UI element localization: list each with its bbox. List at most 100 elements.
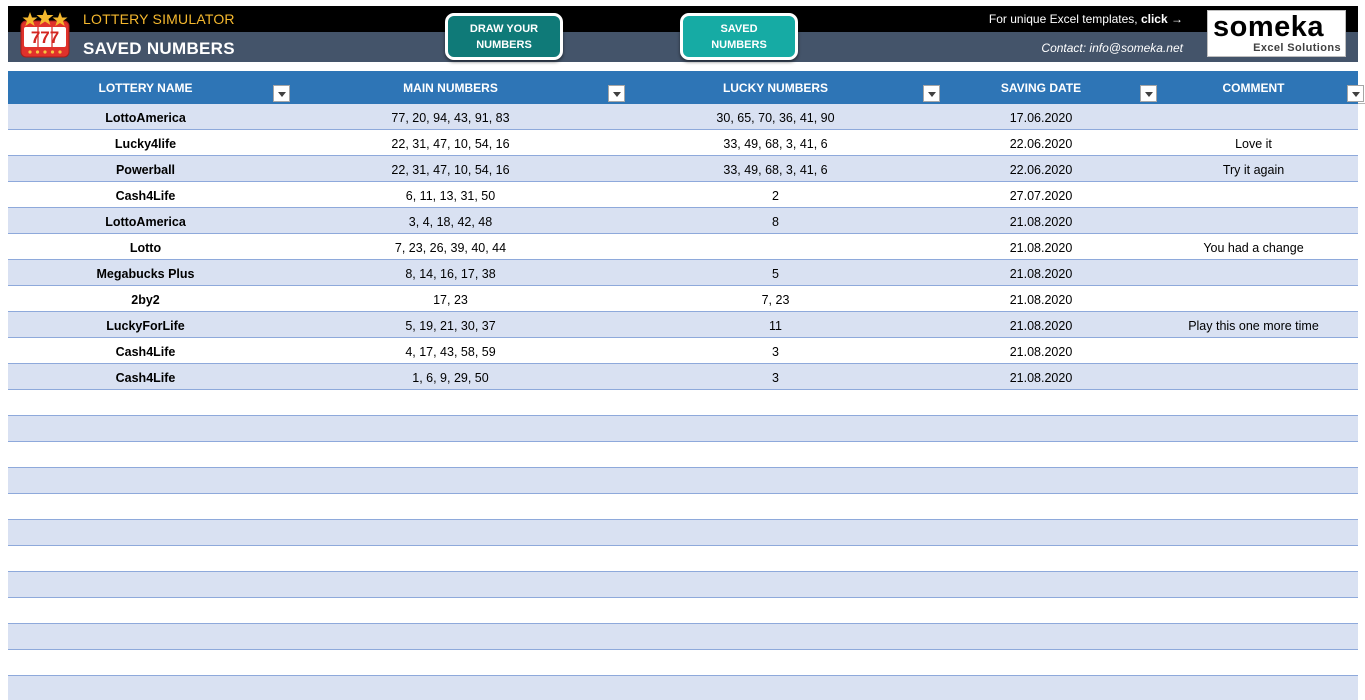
cell-saving-date[interactable] — [933, 520, 1149, 545]
cell-comment[interactable] — [1149, 208, 1358, 233]
cell-comment[interactable] — [1149, 416, 1358, 441]
cell-main-numbers[interactable] — [283, 572, 618, 597]
cell-comment[interactable] — [1149, 260, 1358, 285]
empty-table-row[interactable] — [8, 572, 1358, 598]
cell-saving-date[interactable] — [933, 494, 1149, 519]
cell-lottery-name[interactable]: Cash4Life — [115, 370, 176, 385]
cell-lottery-name[interactable]: 2by2 — [131, 292, 160, 307]
cell-comment[interactable] — [1149, 104, 1358, 129]
cell-lucky-numbers[interactable]: 3 — [772, 370, 779, 385]
cell-lottery-name[interactable]: Lucky4life — [114, 136, 177, 151]
cell-lucky-numbers[interactable]: 2 — [772, 188, 779, 203]
cell-lottery-name[interactable] — [8, 572, 283, 597]
cell-lottery-name[interactable] — [8, 390, 283, 415]
table-row[interactable]: LuckyForLife 5, 19, 21, 30, 37 11 21.08.202… — [8, 312, 1358, 338]
cell-comment[interactable] — [1149, 364, 1358, 389]
cell-main-numbers[interactable] — [283, 468, 618, 493]
cell-lottery-name[interactable]: Cash4Life — [115, 188, 176, 203]
cell-saving-date[interactable]: 21.08.2020 — [1009, 292, 1073, 307]
cell-main-numbers[interactable] — [283, 676, 618, 700]
cell-saving-date[interactable]: 21.08.2020 — [1009, 370, 1073, 385]
filter-dropdown-icon[interactable] — [1347, 85, 1364, 102]
cell-main-numbers[interactable]: 8, 14, 16, 17, 38 — [405, 266, 496, 281]
filter-dropdown-icon[interactable] — [273, 85, 290, 102]
cell-main-numbers[interactable] — [283, 416, 618, 441]
cell-lucky-numbers[interactable] — [618, 390, 933, 415]
cell-saving-date[interactable] — [933, 416, 1149, 441]
cell-lucky-numbers[interactable]: 3 — [772, 344, 779, 359]
cell-lucky-numbers[interactable] — [618, 650, 933, 675]
cell-saving-date[interactable]: 21.08.2020 — [1009, 266, 1073, 281]
cell-lucky-numbers[interactable] — [618, 572, 933, 597]
cell-lucky-numbers[interactable] — [618, 520, 933, 545]
empty-table-row[interactable] — [8, 390, 1358, 416]
cell-lottery-name[interactable] — [8, 520, 283, 545]
cell-lottery-name[interactable]: LottoAmerica — [105, 110, 186, 125]
cell-lottery-name[interactable] — [8, 650, 283, 675]
cell-saving-date[interactable]: 27.07.2020 — [1009, 188, 1073, 203]
table-row[interactable]: Cash4Life 1, 6, 9, 29, 50 3 21.08.2020 — [8, 364, 1358, 390]
cell-saving-date[interactable] — [933, 676, 1149, 700]
cell-comment[interactable]: You had a change — [1203, 240, 1304, 255]
cell-main-numbers[interactable] — [283, 494, 618, 519]
cell-lottery-name[interactable] — [8, 468, 283, 493]
table-row[interactable]: Megabucks Plus 8, 14, 16, 17, 38 5 21.08.20… — [8, 260, 1358, 286]
cell-lottery-name[interactable]: Cash4Life — [115, 344, 176, 359]
table-row[interactable]: LottoAmerica 77, 20, 94, 43, 91, 83 30, 65… — [8, 104, 1358, 130]
cell-saving-date[interactable]: 21.08.2020 — [1009, 240, 1073, 255]
cell-saving-date[interactable] — [933, 390, 1149, 415]
contact-email[interactable]: Contact: info@someka.net — [1041, 41, 1183, 55]
draw-your-numbers-button[interactable]: DRAW YOUR NUMBERS — [445, 13, 563, 60]
cell-lucky-numbers[interactable] — [618, 234, 933, 259]
cell-lottery-name[interactable]: Powerball — [115, 162, 176, 177]
cell-comment[interactable] — [1149, 650, 1358, 675]
cell-lottery-name[interactable]: LuckyForLife — [106, 318, 185, 333]
cell-main-numbers[interactable]: 5, 19, 21, 30, 37 — [405, 318, 496, 333]
cell-lottery-name[interactable] — [8, 624, 283, 649]
cell-saving-date[interactable]: 21.08.2020 — [1009, 214, 1073, 229]
cell-main-numbers[interactable] — [283, 598, 618, 623]
cell-saving-date[interactable] — [933, 598, 1149, 623]
cell-saving-date[interactable]: 22.06.2020 — [1009, 136, 1073, 151]
cell-lucky-numbers[interactable] — [618, 676, 933, 700]
empty-table-row[interactable] — [8, 546, 1358, 572]
cell-comment[interactable] — [1149, 598, 1358, 623]
filter-dropdown-icon[interactable] — [923, 85, 940, 102]
cell-comment[interactable] — [1149, 338, 1358, 363]
cell-lottery-name[interactable]: Lotto — [129, 240, 162, 255]
cell-comment[interactable] — [1149, 468, 1358, 493]
cell-main-numbers[interactable]: 22, 31, 47, 10, 54, 16 — [391, 162, 510, 177]
cell-main-numbers[interactable]: 7, 23, 26, 39, 40, 44 — [394, 240, 507, 255]
cell-lucky-numbers[interactable] — [618, 468, 933, 493]
cell-lucky-numbers[interactable]: 33, 49, 68, 3, 41, 6 — [723, 136, 828, 151]
cell-saving-date[interactable] — [933, 468, 1149, 493]
cell-lottery-name[interactable] — [8, 494, 283, 519]
cell-lucky-numbers[interactable]: 30, 65, 70, 36, 41, 90 — [716, 110, 835, 125]
cell-comment[interactable]: Love it — [1235, 136, 1272, 151]
filter-dropdown-icon[interactable] — [608, 85, 625, 102]
cell-main-numbers[interactable]: 3, 4, 18, 42, 48 — [408, 214, 493, 229]
cell-main-numbers[interactable]: 6, 11, 13, 31, 50 — [405, 188, 496, 203]
empty-table-row[interactable] — [8, 520, 1358, 546]
cell-saving-date[interactable] — [933, 624, 1149, 649]
cell-lucky-numbers[interactable]: 7, 23 — [761, 292, 790, 307]
cell-comment[interactable] — [1149, 624, 1358, 649]
cell-comment[interactable]: Try it again — [1222, 162, 1285, 177]
cell-lucky-numbers[interactable]: 5 — [772, 266, 779, 281]
table-row[interactable]: Cash4Life 4, 17, 43, 58, 59 3 21.08.2020 — [8, 338, 1358, 364]
table-row[interactable]: Powerball 22, 31, 47, 10, 54, 16 33, 49, 6… — [8, 156, 1358, 182]
cell-lucky-numbers[interactable] — [618, 598, 933, 623]
cell-main-numbers[interactable] — [283, 624, 618, 649]
cell-comment[interactable] — [1149, 572, 1358, 597]
cell-lucky-numbers[interactable] — [618, 416, 933, 441]
cell-main-numbers[interactable] — [283, 442, 618, 467]
table-row[interactable]: 2by2 17, 23 7, 23 21.08.2020 — [8, 286, 1358, 312]
cell-comment[interactable] — [1149, 546, 1358, 571]
cell-lucky-numbers[interactable] — [618, 624, 933, 649]
cell-lucky-numbers[interactable]: 11 — [769, 318, 782, 333]
cell-saving-date[interactable]: 21.08.2020 — [1009, 344, 1073, 359]
cell-lucky-numbers[interactable]: 8 — [772, 214, 779, 229]
empty-table-row[interactable] — [8, 624, 1358, 650]
promo-link[interactable]: For unique Excel templates, click → — [989, 12, 1183, 26]
cell-lottery-name[interactable] — [8, 416, 283, 441]
